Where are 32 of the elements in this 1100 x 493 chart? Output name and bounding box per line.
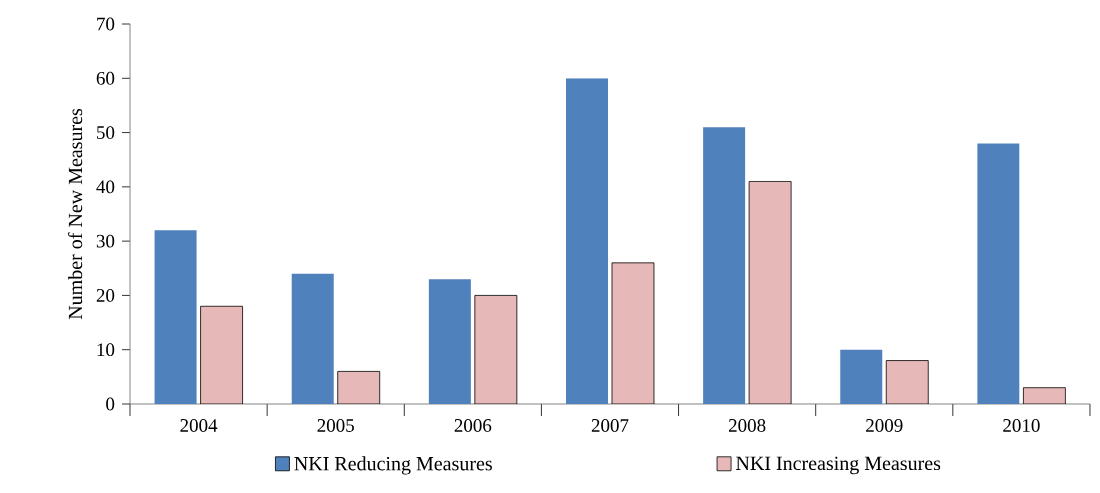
bar [748,181,792,404]
bar [977,143,1020,404]
legend-label: NKI Increasing Measures [736,456,941,475]
bar [611,262,655,404]
bar [474,295,518,404]
bar [291,273,334,404]
y-tick-label: 70 [97,17,115,31]
bar [885,360,929,404]
legend-label: NKI Reducing Measures [294,456,492,475]
y-tick-label: 0 [106,397,115,411]
y-tick-label: 60 [96,71,115,85]
x-tick-label: 2010 [1003,419,1040,432]
y-tick-label: 40 [96,180,115,194]
y-tick-label: 30 [96,234,115,248]
bar [703,127,746,404]
bar [154,230,197,404]
x-tick-label: 2009 [866,419,903,432]
y-tick-label: 10 [97,343,115,357]
x-tick-label: 2008 [728,419,766,432]
bar [428,279,471,404]
bar [565,78,608,404]
y-tick-label: 50 [97,126,115,139]
y-tick-label: 20 [96,289,115,302]
x-tick-label: 2004 [180,419,218,432]
x-tick-label: 2005 [317,419,354,432]
bar [1023,387,1066,404]
bar [200,305,243,404]
bar [840,349,883,404]
x-tick-label: 2007 [591,419,629,432]
y-axis-title: Number of New Measures [67,108,83,320]
bar [337,371,381,404]
x-tick-label: 2006 [454,419,492,432]
